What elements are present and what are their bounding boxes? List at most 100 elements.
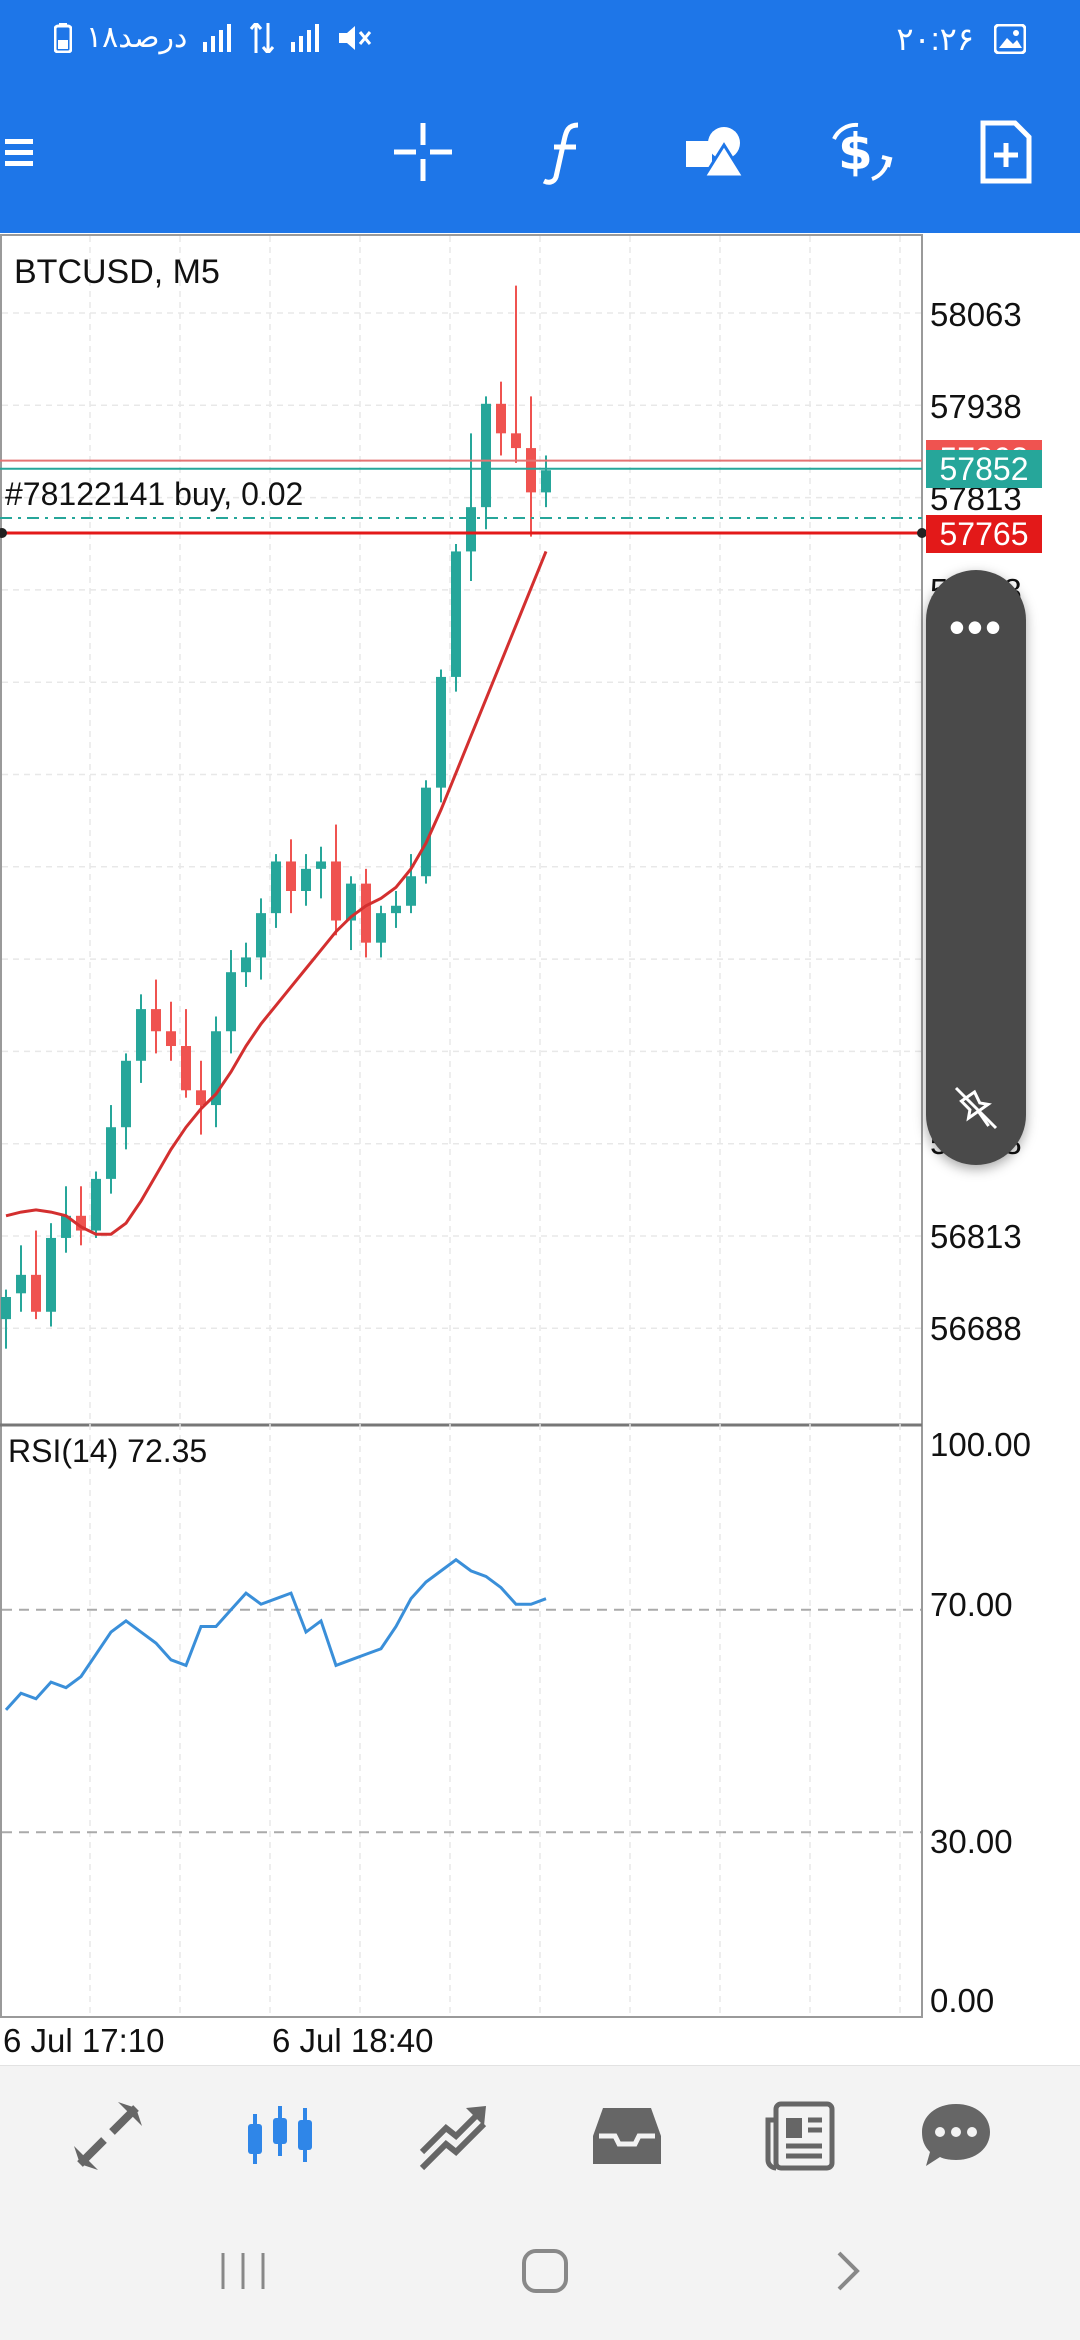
candle-body bbox=[346, 883, 356, 921]
price-tick: 56813 bbox=[930, 1218, 1022, 1255]
moving-average-line bbox=[5, 550, 548, 1236]
candle-body bbox=[376, 913, 386, 943]
trade-button[interactable]: $ bbox=[821, 112, 901, 192]
nav-chat[interactable] bbox=[916, 2096, 996, 2176]
candle-body bbox=[301, 868, 311, 891]
candle-body bbox=[511, 433, 521, 449]
candle-body bbox=[16, 1274, 26, 1294]
battery-icon bbox=[54, 22, 72, 53]
system-nav bbox=[0, 2205, 1080, 2340]
rsi-label: RSI(14) 72.35 bbox=[8, 1433, 208, 1469]
history-icon bbox=[593, 2108, 661, 2164]
price-tick: 56688 bbox=[930, 1310, 1022, 1347]
status-left: ۱۸درصد bbox=[54, 20, 373, 55]
candle-body bbox=[331, 861, 341, 921]
nav-trade[interactable] bbox=[414, 2096, 494, 2176]
order-handle-left bbox=[0, 527, 7, 538]
candle-body bbox=[361, 883, 371, 943]
rsi-tick: 0.00 bbox=[930, 1982, 995, 2019]
candle-body bbox=[256, 913, 266, 958]
chart-area[interactable] bbox=[0, 233, 1080, 2065]
top-bar: ۱۸درصد ۲۰:۲۶ $ bbox=[0, 0, 1080, 233]
recent-apps-icon[interactable] bbox=[213, 2241, 273, 2301]
bid-price-tag: 57852 bbox=[926, 450, 1042, 488]
candle-body bbox=[136, 1009, 146, 1061]
indicators-button[interactable] bbox=[527, 112, 607, 192]
home-icon[interactable] bbox=[515, 2241, 575, 2301]
date-tick: 6 Jul 18:40 bbox=[272, 2022, 434, 2059]
indicator-f-icon bbox=[542, 122, 579, 185]
candle-body bbox=[1, 1296, 11, 1320]
candle-body bbox=[271, 861, 281, 914]
objects-button[interactable] bbox=[675, 112, 755, 192]
order-handle-right bbox=[917, 527, 927, 538]
candle-body bbox=[31, 1274, 41, 1312]
trade-dollar-icon: $ bbox=[832, 122, 893, 181]
battery-percent: ۱۸درصد bbox=[86, 21, 188, 54]
chart-canvas[interactable] bbox=[0, 233, 1080, 2065]
main-pane-frame bbox=[0, 234, 923, 1426]
data-arrows-icon bbox=[250, 22, 275, 53]
nav-history[interactable] bbox=[587, 2096, 667, 2176]
candle-body bbox=[286, 861, 296, 891]
signal-icon-2 bbox=[291, 23, 320, 52]
rsi-pane-frame bbox=[0, 1424, 923, 2018]
price-tick: 57938 bbox=[930, 388, 1022, 425]
candle-body bbox=[196, 1090, 206, 1106]
candle-body bbox=[106, 1127, 116, 1179]
nav-news[interactable] bbox=[760, 2096, 840, 2176]
candle-body bbox=[541, 470, 551, 493]
unpin-icon[interactable] bbox=[948, 1080, 1004, 1136]
order-price-tag[interactable]: 57765 bbox=[926, 515, 1042, 553]
gallery-icon bbox=[994, 24, 1026, 54]
new-order-button[interactable] bbox=[966, 112, 1046, 192]
crosshair-button[interactable] bbox=[383, 112, 463, 192]
rsi-tick: 70.00 bbox=[930, 1586, 1013, 1623]
candle-body bbox=[526, 448, 536, 493]
date-tick: 6 Jul 17:10 bbox=[3, 2022, 165, 2059]
chart-icon bbox=[248, 2106, 312, 2164]
candle-body bbox=[121, 1060, 131, 1128]
floating-panel[interactable]: ••• bbox=[926, 570, 1026, 1165]
trade-icon bbox=[419, 2106, 487, 2171]
candle-body bbox=[46, 1237, 56, 1312]
candle-body bbox=[406, 876, 416, 906]
nav-chart[interactable] bbox=[240, 2096, 320, 2176]
status-right: ۲۰:۲۶ bbox=[896, 20, 1026, 58]
back-icon[interactable] bbox=[817, 2241, 877, 2301]
candle-body bbox=[61, 1215, 71, 1238]
candle-body bbox=[316, 861, 326, 869]
candle-body bbox=[496, 403, 506, 434]
more-icon[interactable]: ••• bbox=[948, 601, 1004, 653]
signal-icon bbox=[203, 23, 232, 52]
symbol-label: BTCUSD, M5 bbox=[14, 253, 220, 291]
candle-body bbox=[91, 1178, 101, 1231]
candle-body bbox=[76, 1215, 86, 1231]
candle-body bbox=[166, 1031, 176, 1047]
order-label[interactable]: #78122141 buy, 0.02 bbox=[5, 476, 304, 512]
crosshair-icon bbox=[394, 123, 452, 181]
price-tick: 58063 bbox=[930, 296, 1022, 333]
new-order-icon bbox=[980, 120, 1032, 184]
clock: ۲۰:۲۶ bbox=[896, 21, 974, 57]
status-bar: ۱۸درصد ۲۰:۲۶ bbox=[0, 0, 1080, 82]
candle-body bbox=[226, 972, 236, 1032]
chat-icon bbox=[922, 2104, 990, 2166]
mute-icon bbox=[339, 25, 372, 50]
objects-icon bbox=[686, 127, 747, 179]
news-icon bbox=[765, 2101, 835, 2171]
candle-body bbox=[241, 957, 251, 973]
quotes-icon bbox=[74, 2102, 142, 2170]
candle-body bbox=[181, 1046, 191, 1091]
menu-icon bbox=[5, 139, 33, 166]
bottom-nav bbox=[0, 2065, 1080, 2206]
svg-text:$: $ bbox=[838, 123, 873, 181]
candle-body bbox=[436, 676, 446, 788]
rsi-tick: 30.00 bbox=[930, 1823, 1013, 1860]
candle-body bbox=[211, 1031, 221, 1106]
nav-quotes[interactable] bbox=[68, 2096, 148, 2176]
menu-button[interactable] bbox=[0, 112, 40, 192]
candle-body bbox=[481, 403, 491, 508]
candle-body bbox=[391, 905, 401, 914]
candle-body bbox=[421, 787, 431, 877]
